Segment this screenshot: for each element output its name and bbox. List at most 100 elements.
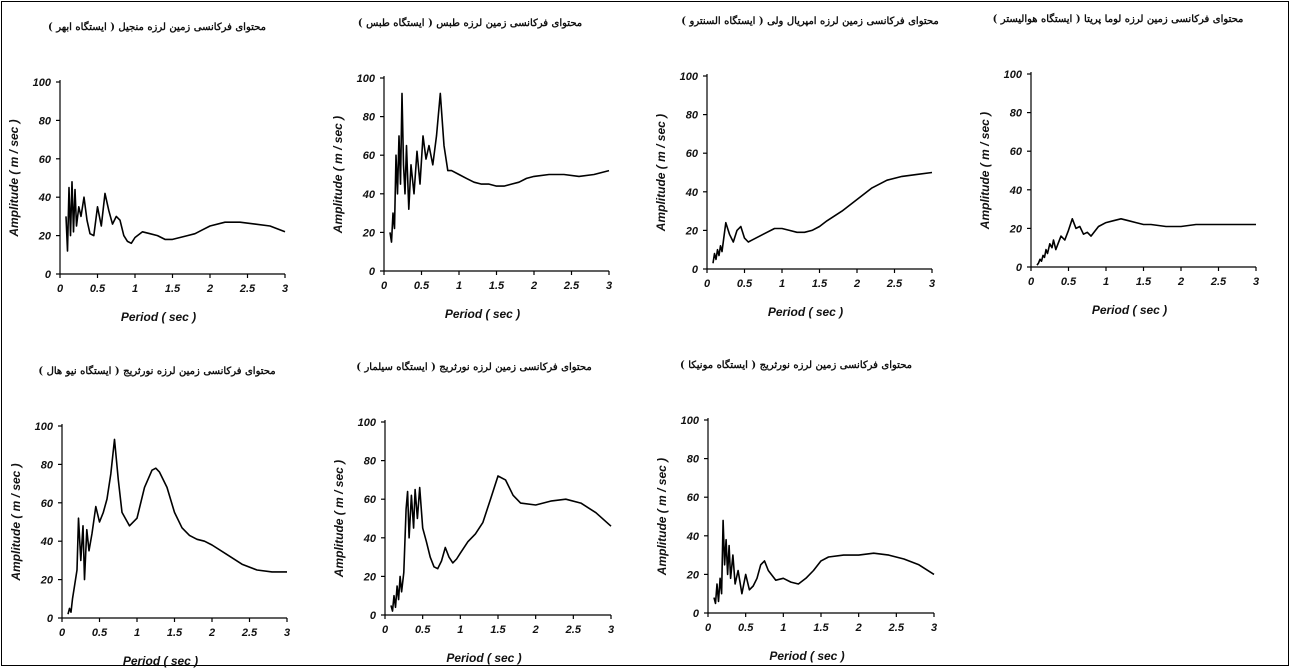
y-tick-label: 60 — [39, 154, 52, 166]
chart-title: محتوای فرکانسی زمین لرزه نورثریج ( ایستگ… — [38, 364, 275, 377]
chart-panel-4: محتوای فرکانسی زمین لرزه لوما پریتا ( ای… — [978, 12, 1259, 317]
y-tick-label: 40 — [363, 533, 377, 545]
x-tick-label: 3 — [608, 624, 614, 636]
y-tick-label: 0 — [692, 264, 699, 276]
x-tick-label: 3 — [1253, 276, 1259, 288]
x-tick-label: 3 — [929, 278, 935, 290]
amplitude-series-line — [713, 519, 935, 605]
x-tick-label: 0.5 — [738, 622, 754, 634]
y-tick-label: 40 — [685, 187, 699, 199]
y-tick-label: 100 — [358, 417, 377, 429]
y-tick-label: 80 — [41, 459, 54, 471]
amplitude-series-line — [389, 92, 610, 243]
y-tick-label: 0 — [45, 269, 52, 281]
y-axis-label: Amplitude ( m / sec ) — [654, 114, 668, 232]
x-tick-label: 3 — [606, 280, 612, 292]
amplitude-series-line — [65, 181, 286, 252]
chart-title: محتوای فرکانسی زمین لرزه امپریال ولی ( ا… — [681, 14, 938, 27]
chart-title: محتوای فرکانسی زمین لرزه نورثریج ( ایستگ… — [680, 358, 912, 371]
x-tick-label: 0 — [1028, 276, 1035, 288]
x-tick-label: 0.5 — [737, 278, 753, 290]
y-tick-label: 40 — [38, 192, 52, 204]
x-tick-label: 0 — [704, 278, 711, 290]
chart-panel-3: محتوای فرکانسی زمین لرزه امپریال ولی ( ا… — [654, 14, 939, 319]
amplitude-series-line — [712, 171, 933, 264]
chart-title: محتوای فرکانسی زمین لرزه نورثریج ( ایستگ… — [356, 360, 592, 373]
y-tick-label: 20 — [686, 569, 700, 581]
x-tick-label: 1.5 — [813, 622, 829, 634]
x-tick-label: 1 — [780, 622, 786, 634]
y-tick-label: 20 — [1009, 223, 1023, 235]
x-axis-label: Period ( sec ) — [1092, 303, 1167, 317]
chart-title: محتوای فرکانسی زمین لرزه لوما پریتا ( ای… — [993, 12, 1244, 25]
x-tick-label: 3 — [931, 622, 937, 634]
y-tick-label: 80 — [686, 110, 699, 122]
y-tick-label: 100 — [33, 77, 52, 89]
y-tick-label: 80 — [687, 454, 700, 466]
y-tick-label: 0 — [369, 266, 376, 278]
y-tick-label: 40 — [1009, 185, 1023, 197]
y-axis-label: Amplitude ( m / sec ) — [7, 119, 21, 237]
chart-panel-5: محتوای فرکانسی زمین لرزه نورثریج ( ایستگ… — [9, 364, 290, 668]
x-tick-label: 1.5 — [165, 283, 181, 295]
x-tick-label: 3 — [284, 627, 290, 639]
chart-panel-1: محتوای فرکانسی زمین لرزه منجیل ( ایستگاه… — [7, 20, 288, 324]
chart-title: محتوای فرکانسی زمین لرزه منجیل ( ایستگاه… — [48, 20, 266, 33]
x-axis-label: Period ( sec ) — [123, 654, 198, 668]
x-tick-label: 0.5 — [92, 627, 108, 639]
chart-panel-6: محتوای فرکانسی زمین لرزه نورثریج ( ایستگ… — [332, 360, 614, 665]
x-tick-label: 1.5 — [1136, 276, 1152, 288]
x-tick-label: 1 — [134, 627, 140, 639]
x-tick-label: 1 — [1103, 276, 1109, 288]
x-tick-label: 3 — [282, 283, 288, 295]
y-axis-label: Amplitude ( m / sec ) — [9, 463, 23, 581]
y-tick-label: 20 — [685, 225, 699, 237]
y-tick-label: 0 — [1016, 262, 1023, 274]
chart-panel-7: محتوای فرکانسی زمین لرزه نورثریج ( ایستگ… — [655, 358, 937, 663]
x-tick-label: 2 — [855, 622, 862, 634]
y-tick-label: 0 — [693, 608, 700, 620]
y-axis-label: Amplitude ( m / sec ) — [331, 116, 345, 234]
x-tick-label: 1 — [456, 280, 462, 292]
x-tick-label: 1.5 — [490, 624, 506, 636]
y-tick-label: 80 — [363, 112, 376, 124]
x-tick-label: 2 — [530, 280, 537, 292]
x-tick-label: 2.5 — [241, 627, 258, 639]
x-tick-label: 2.5 — [565, 624, 582, 636]
y-tick-label: 40 — [40, 536, 54, 548]
x-tick-label: 1.5 — [812, 278, 828, 290]
y-tick-label: 60 — [364, 494, 377, 506]
x-tick-label: 0 — [59, 627, 66, 639]
x-tick-label: 0.5 — [414, 280, 430, 292]
x-tick-label: 2 — [206, 283, 213, 295]
y-tick-label: 60 — [686, 148, 699, 160]
x-tick-label: 2.5 — [886, 278, 903, 290]
y-tick-label: 80 — [39, 115, 52, 127]
y-tick-label: 100 — [680, 71, 699, 83]
y-axis-label: Amplitude ( m / sec ) — [332, 460, 346, 578]
x-tick-label: 2 — [532, 624, 539, 636]
x-tick-label: 0 — [382, 624, 389, 636]
amplitude-series-line — [67, 438, 287, 615]
y-tick-label: 100 — [1004, 69, 1023, 81]
x-tick-label: 2.5 — [239, 283, 256, 295]
chart-panel-2: محتوای فرکانسی زمین لرزه طبس ( ایستگاه ط… — [331, 16, 612, 321]
x-axis-label: Period ( sec ) — [768, 305, 843, 319]
y-tick-label: 80 — [1010, 108, 1023, 120]
x-tick-label: 0 — [57, 283, 64, 295]
x-tick-label: 0 — [381, 280, 388, 292]
x-axis-label: Period ( sec ) — [121, 310, 196, 324]
y-tick-label: 40 — [686, 531, 700, 543]
y-tick-label: 60 — [1010, 146, 1023, 158]
x-tick-label: 2 — [853, 278, 860, 290]
y-tick-label: 60 — [363, 150, 376, 162]
y-tick-label: 40 — [362, 189, 376, 201]
x-axis-label: Period ( sec ) — [445, 307, 520, 321]
amplitude-series-line — [1036, 218, 1256, 266]
x-tick-label: 0.5 — [1061, 276, 1077, 288]
y-tick-label: 0 — [370, 610, 377, 622]
x-tick-label: 1.5 — [167, 627, 183, 639]
y-tick-label: 0 — [47, 613, 54, 625]
